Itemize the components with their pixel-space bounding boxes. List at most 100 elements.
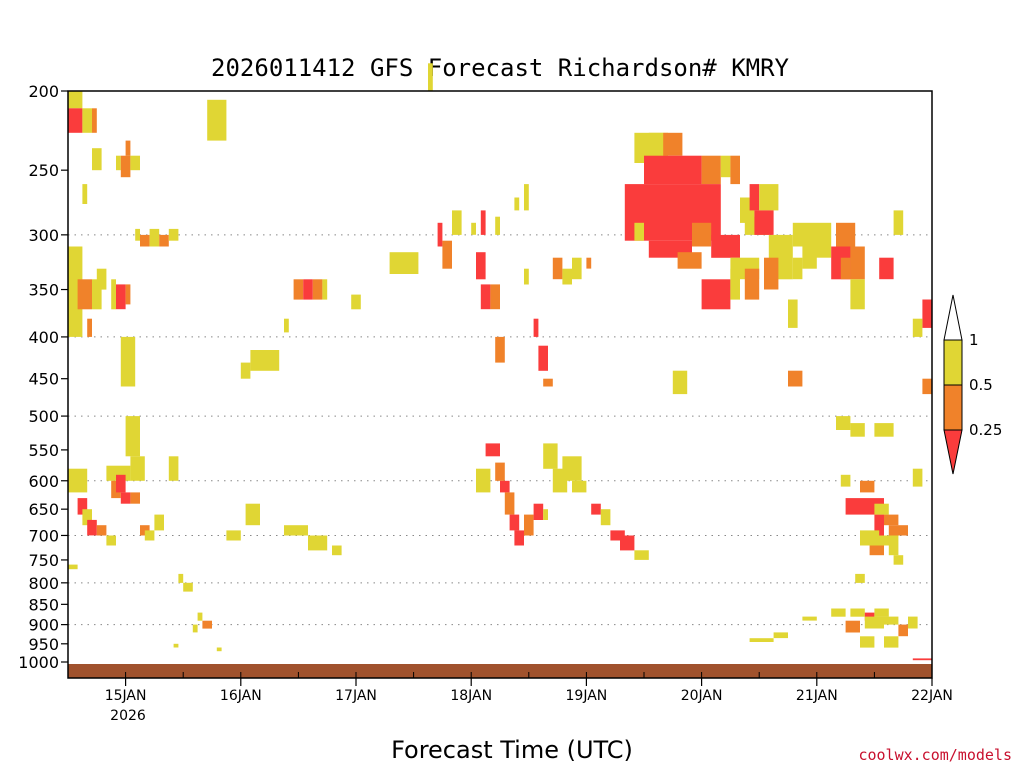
heatmap-cell	[672, 370, 688, 395]
heatmap-cell	[860, 530, 880, 546]
heatmap-cell	[552, 257, 563, 280]
heatmap-cell	[192, 624, 198, 633]
heatmap-cell	[874, 608, 889, 617]
y-tick-label: 900	[28, 616, 59, 635]
heatmap-cell	[860, 480, 875, 493]
heatmap-cell	[92, 108, 97, 133]
colorbar-top-arrow	[943, 294, 963, 341]
heatmap-cell	[168, 228, 179, 241]
heatmap-cell	[620, 535, 635, 551]
heatmap-cell	[332, 545, 342, 556]
heatmap-cell	[845, 620, 860, 633]
heatmap-cell	[437, 222, 443, 247]
heatmap-cell	[202, 620, 212, 629]
heatmap-cell	[898, 624, 908, 637]
heatmap-cell	[68, 564, 78, 570]
heatmap-cell	[82, 509, 92, 526]
heatmap-cell	[888, 545, 899, 556]
heatmap-cell	[509, 514, 520, 531]
heatmap-cell	[634, 222, 644, 241]
heatmap-cell	[572, 480, 587, 493]
heatmap-cell	[116, 155, 121, 171]
heatmap-cell	[850, 246, 865, 280]
x-tick-label: 16JAN	[220, 688, 262, 704]
heatmap-cell	[730, 268, 740, 300]
heatmap-cell	[864, 616, 884, 629]
heatmap-cell	[476, 468, 491, 493]
y-tick-label: 350	[28, 281, 59, 300]
heatmap-cell	[240, 362, 251, 379]
heatmap-cell	[850, 279, 865, 310]
heatmap-cell	[120, 336, 136, 387]
heatmap-cell	[471, 222, 476, 235]
heatmap-cell	[389, 252, 419, 274]
heatmap-cell	[634, 550, 649, 560]
heatmap-cell	[749, 184, 760, 211]
heatmap-cell	[68, 246, 83, 337]
y-tick-label: 1000	[18, 653, 59, 672]
heatmap-cell	[495, 462, 505, 481]
heatmap-cell	[648, 132, 664, 156]
colorbar-segment	[943, 339, 963, 386]
heatmap-cell	[711, 234, 740, 258]
heatmap-cell	[106, 535, 116, 546]
colorbar-bottom-arrow	[943, 429, 963, 475]
heatmap-cell	[591, 503, 601, 515]
heatmap-cell	[500, 480, 510, 493]
heatmap-cell	[764, 257, 779, 290]
heatmap-cell	[860, 636, 875, 648]
heatmap-cell	[543, 443, 558, 469]
colorbar-tick-label: 0.25	[969, 421, 1002, 439]
heatmap-cell	[533, 503, 544, 520]
heatmap-cell	[173, 643, 179, 648]
heatmap-cell	[82, 184, 88, 204]
heatmap-cell	[92, 279, 102, 310]
heatmap-cell	[92, 148, 102, 171]
heatmap-cell	[77, 498, 88, 515]
heatmap-cell	[140, 525, 150, 536]
x-tick-label: 19JAN	[566, 688, 608, 704]
heatmap-cell	[284, 318, 289, 333]
heatmap-cell	[120, 492, 131, 504]
heatmap-cell	[778, 240, 788, 258]
plot-frame	[67, 90, 933, 679]
heatmap-cell	[888, 525, 908, 536]
heatmap-cell	[77, 279, 92, 310]
y-tick-label: 250	[28, 161, 59, 180]
x-year-label: 2026	[110, 708, 146, 724]
heatmap-cell	[884, 636, 899, 648]
heatmap-cell	[514, 530, 524, 546]
heatmap-cell	[125, 284, 131, 305]
heatmap-cell	[874, 423, 894, 437]
heatmap-cell	[749, 638, 774, 642]
ground-strip	[68, 664, 932, 678]
heatmap-cell	[68, 91, 83, 109]
heatmap-cell	[912, 658, 932, 661]
heatmap-cell	[452, 210, 462, 235]
heatmap-cell	[178, 573, 184, 583]
heatmap-cell	[120, 155, 131, 178]
heatmap-cell	[802, 616, 817, 621]
y-tick-label: 200	[28, 82, 59, 101]
heatmap-cell	[442, 240, 452, 269]
plot-area	[67, 63, 933, 679]
heatmap-cell	[68, 468, 88, 493]
colorbar-tick-label: 1	[969, 331, 979, 349]
heatmap-cell	[135, 228, 140, 241]
y-tick-label: 700	[28, 526, 59, 545]
heatmap-cell	[788, 370, 803, 387]
heatmap-cell	[480, 284, 491, 310]
heatmap-cell	[293, 279, 304, 300]
heatmap-cell	[116, 474, 126, 493]
heatmap-cell	[125, 140, 131, 156]
y-tick-label: 450	[28, 370, 59, 389]
heatmap-cell	[149, 228, 160, 247]
heatmap-cell	[644, 155, 702, 185]
heatmap-cell	[216, 647, 222, 652]
colorbar-tick-label: 0.5	[969, 376, 993, 394]
heatmap-cell	[759, 184, 779, 211]
heatmap-cell	[744, 268, 760, 300]
heatmap-cell	[600, 509, 611, 526]
heatmap-cell	[130, 456, 145, 481]
heatmap-cell	[792, 222, 812, 247]
